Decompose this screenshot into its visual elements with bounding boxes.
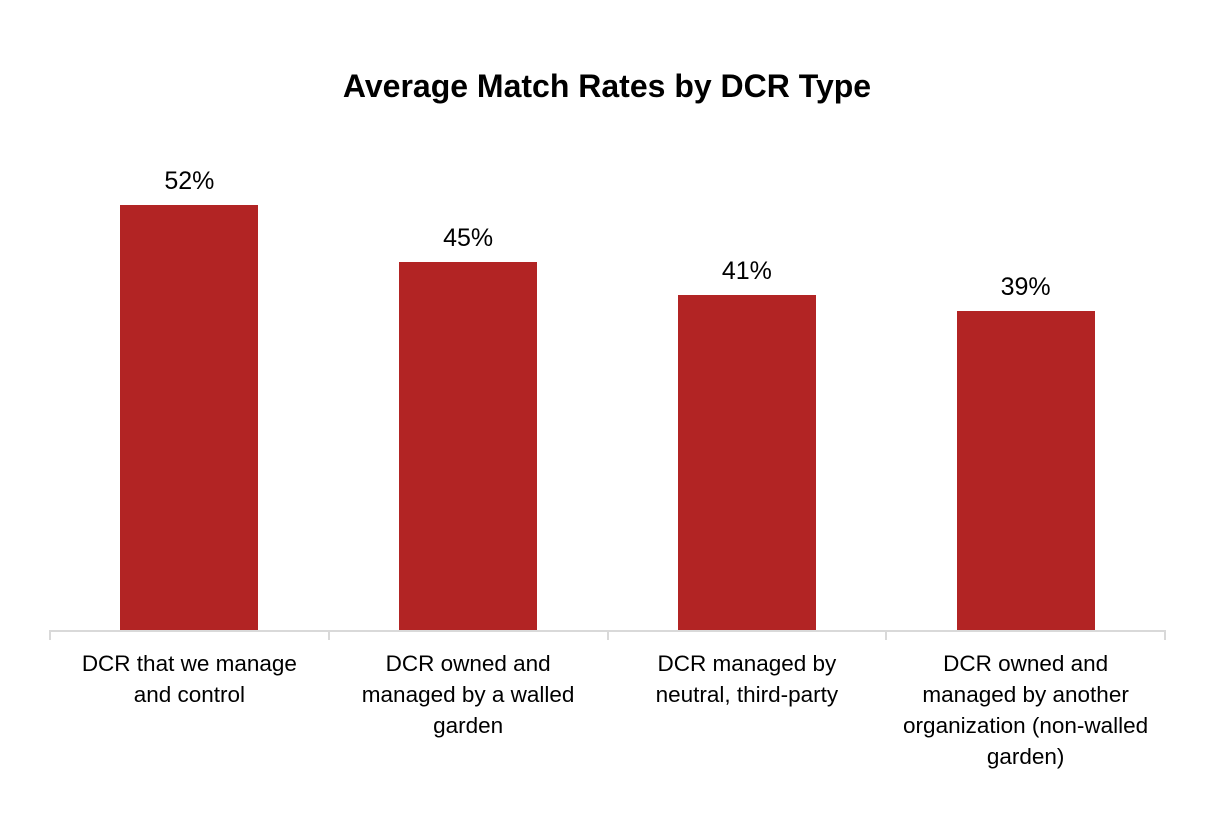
bar-group: 41% — [608, 0, 887, 630]
category-label: DCR managed by neutral, third-party — [655, 651, 839, 707]
bar-value-label: 45% — [443, 224, 494, 252]
axis-tick — [607, 630, 609, 640]
bar-group: 39% — [886, 0, 1165, 630]
bar-value-label: 41% — [721, 257, 772, 285]
bar — [677, 295, 816, 630]
axis-tick — [1164, 630, 1166, 640]
bar-group: 52% — [50, 0, 329, 630]
axis-tick — [885, 630, 887, 640]
bar — [120, 205, 259, 630]
plot-area: 52% 45% 41% 39% — [50, 0, 1165, 630]
axis-tick — [49, 630, 51, 640]
category-axis-labels: DCR that we manage and control DCR owned … — [50, 648, 1165, 772]
category-label: DCR that we manage and control — [81, 651, 297, 707]
chart-title: Average Match Rates by DCR Type — [342, 68, 872, 104]
category-label: DCR owned and managed by another organiz… — [903, 651, 1149, 769]
bar-value-label: 52% — [164, 167, 215, 195]
bar — [399, 262, 538, 630]
category-label: DCR owned and managed by a walled garden — [361, 651, 575, 738]
axis-tick — [328, 630, 330, 640]
bar — [956, 311, 1095, 630]
bar-group: 45% — [329, 0, 608, 630]
bar-value-label: 39% — [1000, 273, 1051, 301]
